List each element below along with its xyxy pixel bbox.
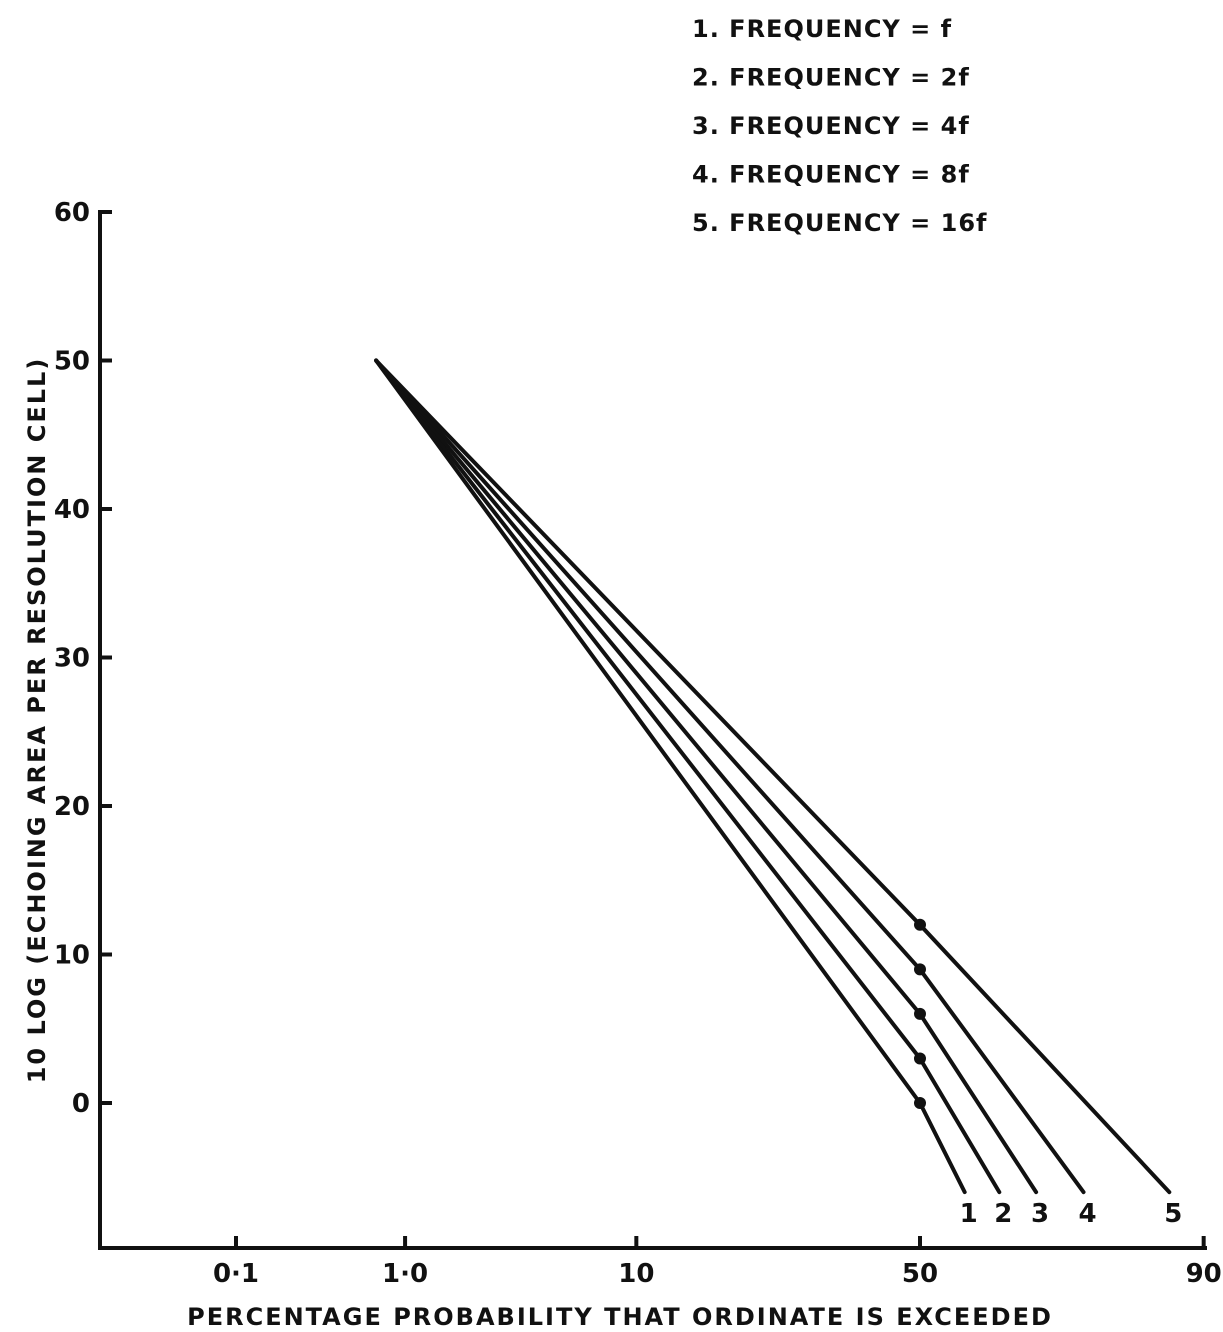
series-marker-2 [914,1052,926,1065]
series-marker-1 [914,1097,926,1109]
series-marker-3 [914,1007,926,1020]
y-tick-label: 50 [54,347,90,377]
legend-entry: 5. FREQUENCY = 16f [692,209,987,237]
series-end-label-3: 3 [1031,1199,1049,1229]
legend-entry: 2. FREQUENCY = 2f [692,64,970,92]
series-line-5 [374,358,1172,1195]
series-line-1 [374,358,967,1195]
y-tick-label: 40 [54,495,90,525]
y-tick-label: 10 [54,941,90,971]
axes: 0 10 20 30 40 50 60 0·1 1·0 10 50 90 [54,198,1222,1289]
y-tick-label: 30 [54,644,90,674]
legend-entry: 3. FREQUENCY = 4f [692,112,970,140]
legend-entry: 4. FREQUENCY = 8f [692,161,970,189]
x-tick-label: 50 [902,1259,938,1289]
x-tick-label: 0·1 [213,1259,259,1289]
legend: 1. FREQUENCY = f 2. FREQUENCY = 2f 3. FREQ… [692,15,987,237]
y-tick-label: 60 [54,198,90,228]
series-end-label-5: 5 [1164,1199,1182,1229]
x-tick-label: 90 [1186,1259,1222,1289]
y-tick-label: 20 [54,792,90,822]
y-axis-title: 10 LOG (ECHOING AREA PER RESOLUTION CELL… [23,357,51,1084]
series-end-label-1: 1 [960,1199,978,1229]
series-lines [374,358,1172,1195]
y-tick-label: 0 [72,1089,90,1119]
series-marker-5 [914,918,926,931]
legend-entry: 1. FREQUENCY = f [692,15,952,43]
series-end-label-2: 2 [994,1199,1012,1229]
x-axis-title: PERCENTAGE PROBABILITY THAT ORDINATE IS … [187,1303,1053,1331]
series-markers [914,918,926,1109]
x-tick-label: 1·0 [382,1259,428,1289]
series-marker-4 [914,963,926,976]
series-end-label-4: 4 [1078,1199,1096,1229]
x-tick-label: 10 [618,1259,654,1289]
